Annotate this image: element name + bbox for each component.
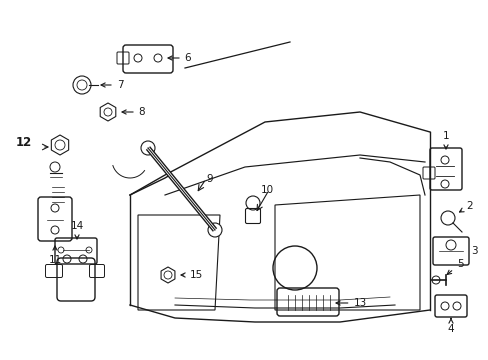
Text: 12: 12 [16, 136, 32, 149]
Circle shape [207, 223, 222, 237]
Text: 13: 13 [335, 298, 366, 308]
Text: 3: 3 [470, 246, 477, 256]
Text: 15: 15 [181, 270, 202, 280]
Text: 7: 7 [101, 80, 123, 90]
Text: 14: 14 [70, 221, 83, 239]
Text: 9: 9 [205, 174, 212, 184]
Text: 11: 11 [48, 246, 61, 265]
Text: 5: 5 [446, 259, 462, 274]
Circle shape [141, 141, 155, 155]
Text: 4: 4 [447, 318, 453, 334]
Text: 1: 1 [442, 131, 448, 149]
Text: 10: 10 [261, 185, 274, 195]
Text: 2: 2 [459, 201, 472, 212]
Text: 8: 8 [122, 107, 145, 117]
Text: 6: 6 [168, 53, 191, 63]
